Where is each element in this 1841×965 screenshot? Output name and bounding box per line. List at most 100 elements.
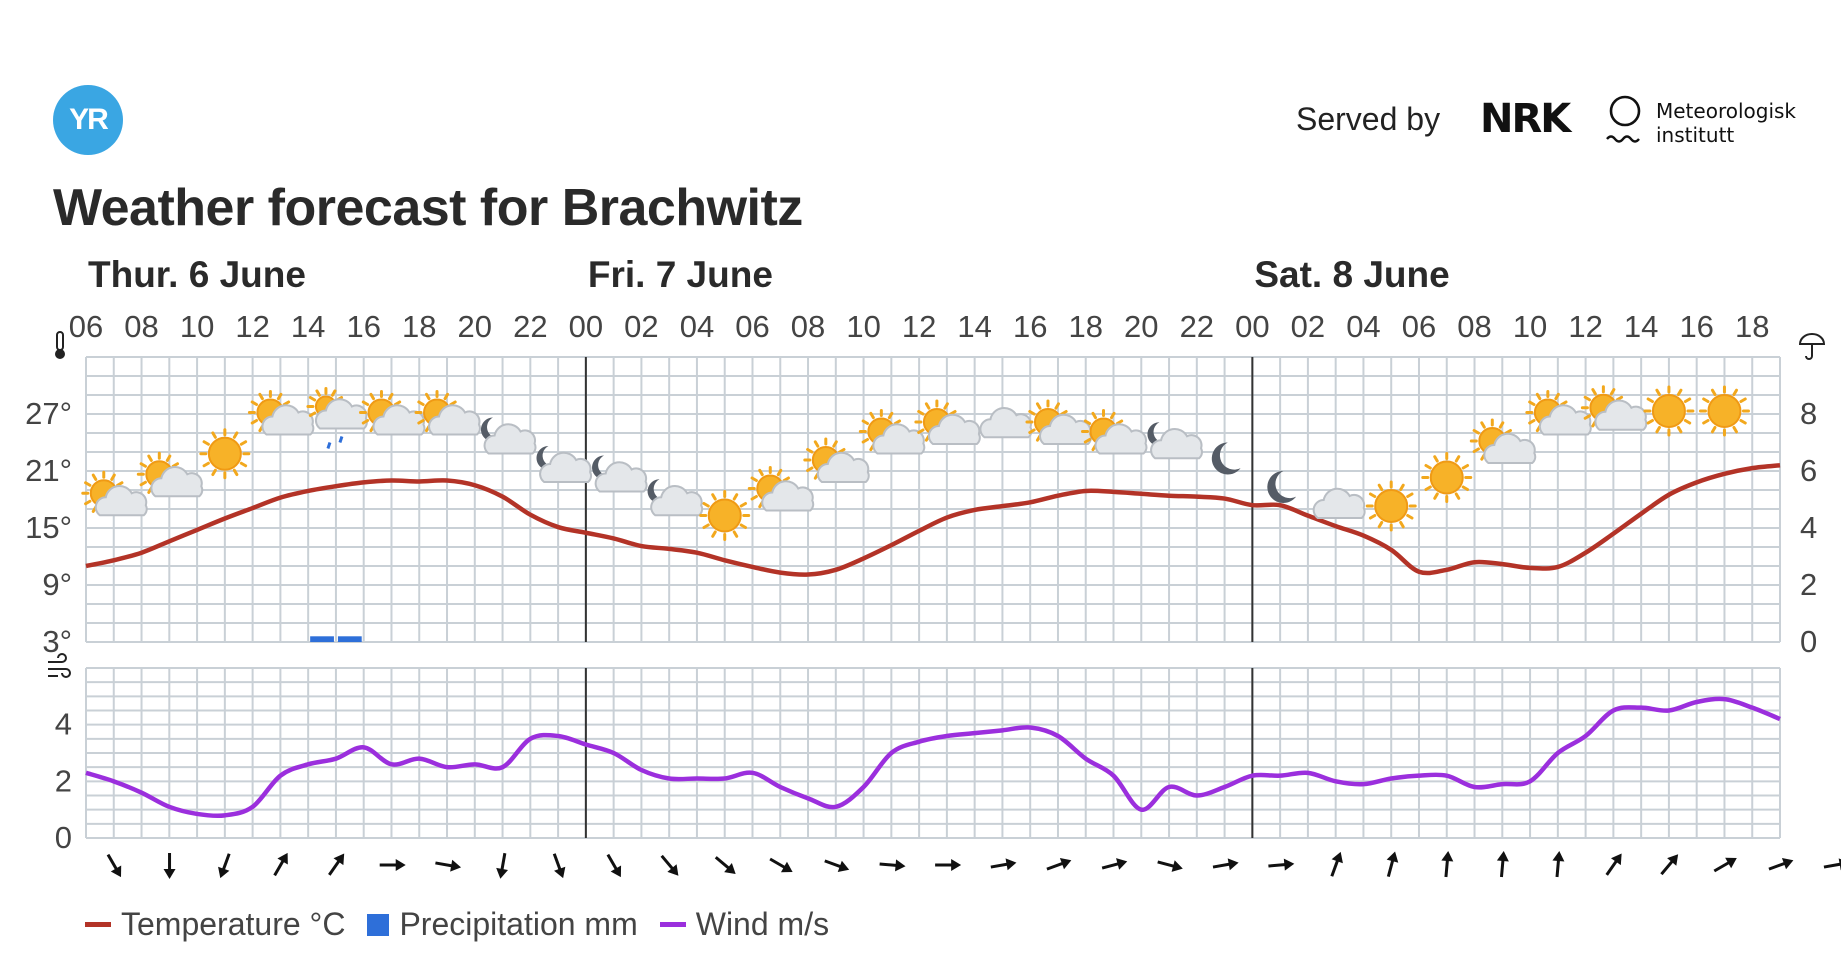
sun-ray [308, 411, 317, 417]
cloud-shape [1150, 428, 1203, 460]
arrow-head [1005, 858, 1017, 871]
served-by-label: Served by [1296, 101, 1441, 137]
sun-ray [732, 493, 739, 501]
sun-ray [776, 468, 783, 477]
wind-tick-label: 4 [55, 707, 72, 742]
sun-ray [1504, 429, 1512, 435]
cloud-shape [1312, 487, 1366, 519]
sun-ray [750, 495, 758, 501]
sun-ray [917, 410, 925, 416]
sun-ray [1702, 397, 1710, 403]
sun-ray [1472, 429, 1480, 435]
sun-disc [707, 498, 742, 533]
sun-ray [1739, 419, 1747, 425]
cloud-shape [539, 451, 593, 483]
sun-disc [1651, 394, 1686, 428]
sun-ray [449, 400, 457, 406]
yr-logo[interactable]: YR [53, 85, 123, 155]
sun-ray [806, 466, 814, 472]
partly-cloudy-day-icon [1525, 390, 1592, 436]
sun-ray [861, 419, 869, 425]
rain-drop [326, 442, 332, 449]
wind-direction-arrow [379, 859, 406, 871]
x-tick-label: 08 [1457, 309, 1491, 344]
x-tick-label: 14 [957, 309, 991, 344]
arrow-head [395, 859, 406, 871]
temperature-tick-label: 27° [25, 396, 72, 431]
x-tick-label: 12 [902, 309, 936, 344]
wind-direction-arrow [1268, 858, 1295, 871]
wind-direction-arrow [435, 859, 462, 872]
sun-ray [711, 530, 717, 538]
sun-ray [1710, 388, 1717, 397]
sun-ray [1732, 388, 1738, 397]
cloud-shape [1594, 399, 1648, 431]
sun-ray [1646, 419, 1654, 425]
sun-ray [861, 438, 869, 444]
sun-ray [1377, 520, 1384, 529]
day-label: Sat. 8 June [1254, 254, 1449, 295]
arrow-head [110, 865, 122, 878]
clear-sun-icon [1421, 452, 1473, 503]
sun-disc [1429, 460, 1464, 495]
arrow-head [1496, 851, 1509, 862]
partly-cloudy-day-icon [247, 390, 315, 436]
sun-ray [1028, 428, 1036, 434]
partly-cloudy-day-icon [1081, 409, 1148, 455]
partly-cloudy-day-icon [358, 390, 426, 436]
met-institute-logo[interactable]: Meteorologisk institutt [1656, 99, 1796, 147]
legend-temperature-swatch [85, 922, 111, 927]
met-line-2: institutt [1656, 123, 1735, 147]
sun-ray [1433, 455, 1439, 463]
cloud-shape [372, 404, 426, 436]
wind-direction-arrow [1386, 851, 1399, 877]
wind-direction-arrow [1552, 851, 1565, 878]
x-tick-label: 06 [735, 309, 769, 344]
cloud-shape [483, 423, 537, 455]
sun-ray [1480, 421, 1486, 429]
sun-ray [702, 502, 710, 508]
cloud-shape [94, 485, 148, 517]
legend-precipitation: Precipitation mm [367, 906, 638, 943]
wind-direction-arrow [1157, 860, 1183, 872]
x-tick-label: 22 [1180, 309, 1214, 344]
x-tick-label: 14 [1624, 309, 1658, 344]
nrk-logo[interactable]: NRK [1480, 96, 1571, 142]
sun-ray [1399, 520, 1405, 529]
wind-direction-arrow [552, 853, 566, 879]
sun-ray [869, 411, 875, 420]
partly-cloudy-night-icon [536, 446, 593, 483]
wind-line [85, 696, 1781, 819]
arrow-head [1227, 858, 1239, 871]
arrow-head [951, 859, 962, 871]
precipitation-tick-label: 8 [1800, 396, 1817, 431]
arrow-head [780, 861, 793, 873]
cloud-shape [816, 451, 870, 483]
sun-ray [139, 462, 147, 468]
wind-direction-arrow [1441, 851, 1454, 878]
precipitation-tick-label: 4 [1800, 510, 1817, 545]
sun-ray [1054, 402, 1060, 410]
partly-cloudy-night-icon [647, 479, 704, 517]
arrow-head [163, 869, 176, 879]
wind-tick-label: 2 [55, 763, 72, 798]
sun-ray [258, 392, 264, 401]
wind-direction-arrow [606, 853, 622, 878]
partly-cloudy-day-icon [1469, 418, 1537, 464]
moon-shape [592, 455, 614, 480]
sun-ray [887, 411, 894, 420]
sun-ray [91, 473, 98, 481]
sun-ray [369, 392, 375, 401]
temperature-tick-label: 15° [25, 510, 72, 545]
wind-direction-arrow [1823, 858, 1841, 871]
sun-ray [202, 461, 210, 468]
arrow-head [218, 866, 230, 879]
wind-direction-arrow [273, 852, 288, 877]
sun-ray [1368, 492, 1377, 498]
sun-ray [1060, 410, 1068, 416]
sun-ray [239, 440, 248, 446]
partly-cloudy-day-icon [1580, 385, 1648, 431]
wind-direction-arrow [935, 859, 962, 871]
sun-ray [1424, 485, 1432, 491]
